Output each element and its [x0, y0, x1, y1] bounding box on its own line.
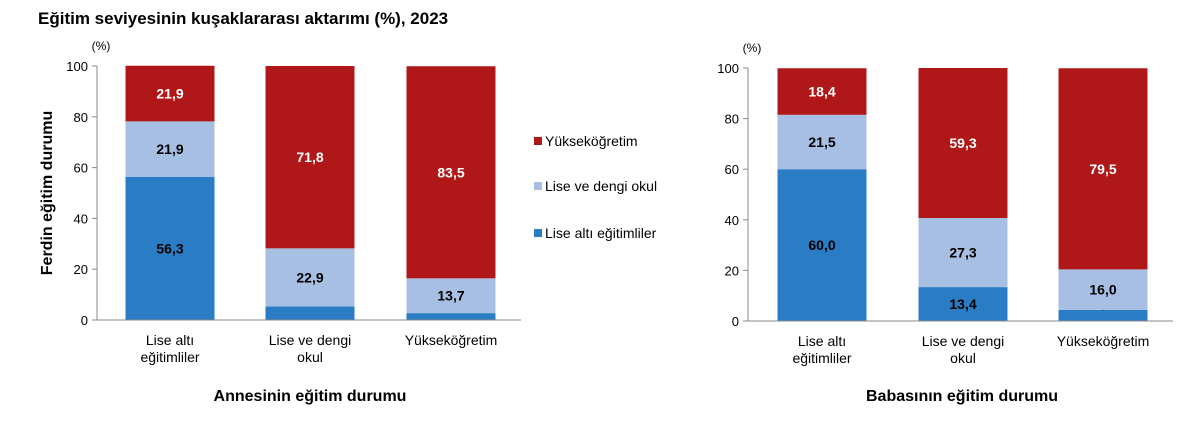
data-label: 18,4 — [808, 84, 835, 100]
bar-segment — [777, 114, 867, 170]
y-tick-label: 80 — [74, 110, 88, 125]
y-tick-label: 20 — [74, 262, 88, 277]
y-tick-label: 20 — [725, 263, 739, 278]
bar-segment — [918, 218, 1008, 288]
bar-segment — [125, 121, 215, 177]
y-axis-title: Ferdin eğitim durumu — [39, 111, 56, 275]
unit-label: (%) — [92, 39, 111, 53]
y-tick-label: 40 — [74, 211, 88, 226]
bar-segment — [406, 66, 496, 279]
y-tick-label: 0 — [732, 314, 739, 329]
data-label: 21,9 — [156, 86, 183, 102]
data-label: 27,3 — [949, 245, 976, 261]
bar-segment — [1058, 269, 1148, 310]
bar-segment — [777, 68, 867, 115]
x-axis-title: Babasının eğitim durumu — [866, 388, 1058, 405]
y-tick-label: 40 — [725, 213, 739, 228]
bar-segment — [777, 169, 867, 321]
chart-title: Eğitim seviyesinin kuşaklararası aktarım… — [38, 9, 449, 28]
data-label: 21,5 — [808, 134, 835, 150]
data-label: 59,3 — [949, 135, 976, 151]
bar-segment — [125, 65, 215, 122]
y-tick-label: 60 — [725, 162, 739, 177]
bar-segment — [918, 68, 1008, 219]
legend-label: Yükseköğretim — [545, 133, 638, 149]
data-label: 60,0 — [808, 237, 835, 253]
legend-label: Lise ve dengi okul — [545, 178, 657, 194]
legend-label: Lise altı eğitimliler — [545, 225, 657, 241]
x-tick-label: Yükseköğretim — [405, 332, 498, 348]
data-label: 22,9 — [296, 269, 323, 285]
x-axis-title: Annesinin eğitim durumu — [214, 388, 407, 405]
bar-segment — [1058, 309, 1148, 321]
bar-segment — [265, 248, 355, 307]
bar-segment — [265, 66, 355, 249]
x-tick-label: Yükseköğretim — [1057, 333, 1150, 349]
x-tick-label: eğitimliler — [792, 350, 851, 366]
data-label: 13,4 — [949, 296, 976, 312]
bar-segment — [918, 287, 1008, 321]
data-label: 13,7 — [437, 288, 464, 304]
bar-segment — [125, 176, 215, 320]
legend-swatch — [534, 137, 542, 145]
data-label: 21,9 — [156, 141, 183, 157]
y-tick-label: 60 — [74, 161, 88, 176]
data-label: 71,8 — [296, 149, 323, 165]
x-tick-label: Lise altı — [798, 333, 846, 349]
x-tick-label: Lise ve dengi — [922, 333, 1005, 349]
x-tick-label: Lise ve dengi — [269, 332, 352, 348]
bar-segment — [1058, 68, 1148, 270]
y-tick-label: 100 — [717, 61, 739, 76]
legend-swatch — [534, 182, 542, 190]
data-label: 16,0 — [1089, 282, 1116, 298]
data-label: 56,3 — [156, 240, 183, 256]
unit-label: (%) — [743, 41, 762, 55]
data-label: 79,5 — [1089, 161, 1116, 177]
data-label: 83,5 — [437, 164, 464, 180]
y-tick-label: 100 — [66, 59, 88, 74]
x-tick-label: okul — [297, 349, 323, 365]
bar-segment — [406, 313, 496, 320]
x-tick-label: eğitimliler — [140, 349, 199, 365]
legend-swatch — [534, 229, 542, 237]
y-tick-label: 0 — [81, 313, 88, 328]
bar-segment — [265, 306, 355, 320]
bar-segment — [406, 278, 496, 314]
x-tick-label: Lise altı — [146, 332, 194, 348]
x-tick-label: okul — [950, 350, 976, 366]
y-tick-label: 80 — [725, 112, 739, 127]
